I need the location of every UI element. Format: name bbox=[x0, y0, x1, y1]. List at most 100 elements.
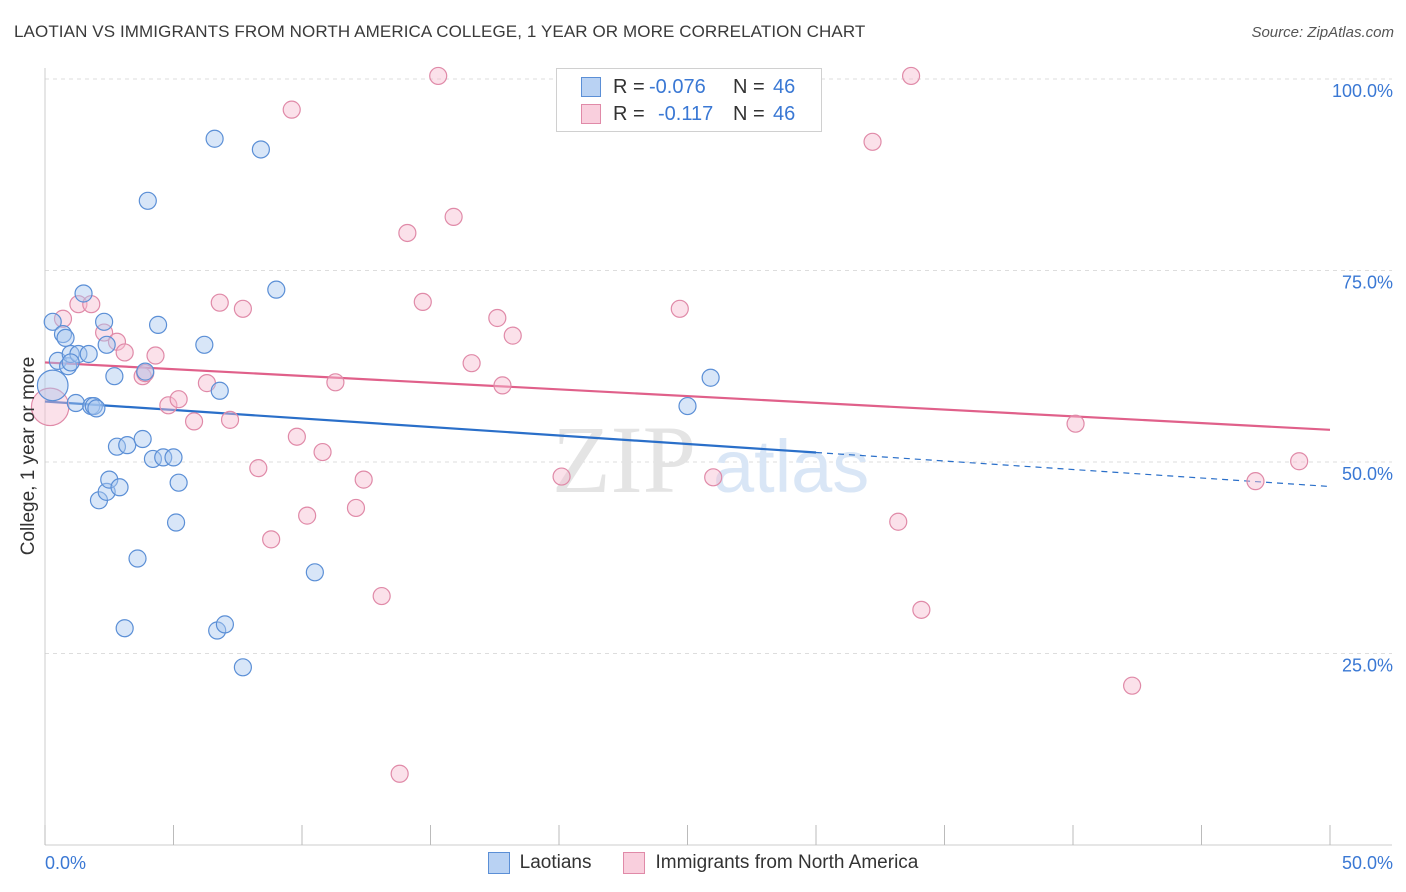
data-point bbox=[701, 368, 720, 387]
data-point bbox=[53, 309, 73, 328]
data-point bbox=[210, 381, 229, 400]
data-point bbox=[305, 563, 324, 582]
data-point bbox=[164, 448, 183, 467]
data-point bbox=[84, 396, 103, 416]
data-point bbox=[413, 292, 432, 312]
data-point bbox=[169, 390, 188, 409]
data-point bbox=[128, 549, 147, 568]
data-point bbox=[215, 615, 234, 634]
series-legend: Laotians Immigrants from North America bbox=[0, 852, 1406, 874]
data-point bbox=[1290, 452, 1309, 471]
data-point bbox=[287, 427, 306, 446]
series-swatch-pink bbox=[623, 852, 646, 874]
series-legend-label: Laotians bbox=[519, 852, 592, 873]
data-point bbox=[136, 362, 155, 381]
data-point bbox=[61, 353, 80, 372]
data-point bbox=[166, 513, 186, 532]
data-point bbox=[267, 280, 286, 299]
source-credit: Source: ZipAtlas.com bbox=[1251, 24, 1394, 41]
data-point bbox=[95, 312, 114, 331]
data-point bbox=[282, 100, 301, 119]
data-point bbox=[1066, 414, 1085, 433]
data-point bbox=[398, 223, 417, 243]
data-point bbox=[210, 293, 229, 312]
data-point bbox=[110, 478, 129, 497]
data-point bbox=[36, 369, 69, 402]
data-point bbox=[133, 429, 152, 449]
data-point bbox=[205, 129, 224, 148]
data-point bbox=[74, 284, 93, 303]
trend-layer bbox=[44, 361, 1331, 488]
series-legend-immigrants: Immigrants from North America bbox=[623, 852, 918, 874]
axis-layer bbox=[44, 68, 1392, 846]
x-tick-label: 50.0% bbox=[1342, 853, 1393, 873]
data-point bbox=[233, 658, 252, 677]
watermark-atlas: atlas bbox=[713, 425, 869, 508]
y-tick-label: 25.0% bbox=[1342, 656, 1393, 676]
watermark-zip: ZIP bbox=[552, 406, 696, 513]
data-point bbox=[56, 328, 75, 348]
data-point bbox=[115, 619, 134, 638]
data-point bbox=[1123, 676, 1142, 695]
y-tick-label: 50.0% bbox=[1342, 464, 1393, 484]
trend-line-dashed bbox=[815, 451, 1331, 488]
watermark: ZIP atlas bbox=[552, 406, 869, 513]
data-point bbox=[154, 448, 173, 467]
y-axis-label: College, 1 year or more bbox=[18, 357, 39, 556]
data-point bbox=[1246, 472, 1265, 491]
data-point bbox=[670, 299, 689, 318]
data-point bbox=[346, 498, 366, 518]
data-point bbox=[444, 207, 463, 226]
data-point bbox=[220, 410, 240, 429]
data-point bbox=[69, 295, 88, 314]
data-point bbox=[233, 299, 252, 318]
trend-line-solid bbox=[44, 400, 817, 454]
data-point bbox=[66, 393, 85, 413]
data-point bbox=[298, 506, 317, 525]
data-point bbox=[372, 586, 391, 606]
data-point bbox=[863, 132, 882, 151]
data-point bbox=[43, 312, 62, 331]
data-point bbox=[912, 600, 931, 619]
legend-swatch-blue bbox=[581, 77, 601, 97]
chart-title: LAOTIAN VS IMMIGRANTS FROM NORTH AMERICA… bbox=[14, 22, 866, 41]
data-point bbox=[901, 66, 921, 86]
legend-r-label: R = bbox=[613, 75, 645, 98]
legend-n-label: N = bbox=[733, 75, 765, 98]
data-point bbox=[313, 442, 332, 462]
data-point bbox=[146, 346, 165, 365]
data-point bbox=[195, 335, 214, 354]
points-immigrants-north-america bbox=[30, 66, 1309, 783]
data-point bbox=[354, 470, 373, 489]
data-point bbox=[493, 376, 512, 395]
legend-n-label: N = bbox=[733, 102, 765, 125]
data-point bbox=[488, 308, 507, 328]
correlation-legend: R = -0.076 N = 46 R = -0.117 N = 46 bbox=[556, 68, 822, 132]
data-point bbox=[115, 343, 134, 362]
data-point bbox=[503, 326, 522, 345]
legend-row-immigrants: R = -0.117 N = 46 bbox=[581, 102, 795, 126]
y-tick-label: 100.0% bbox=[1332, 81, 1393, 101]
series-legend-laotians: Laotians bbox=[487, 852, 592, 874]
data-point bbox=[148, 315, 168, 334]
data-point bbox=[97, 335, 116, 354]
legend-swatch-pink bbox=[581, 104, 601, 124]
legend-row-laotians: R = -0.076 N = 46 bbox=[581, 75, 795, 99]
trend-line-solid bbox=[44, 361, 1331, 431]
series-legend-label: Immigrants from North America bbox=[655, 852, 919, 873]
data-point bbox=[87, 399, 106, 418]
legend-r-label: R = bbox=[613, 102, 645, 125]
data-point bbox=[429, 66, 448, 86]
data-point bbox=[262, 530, 281, 549]
series-swatch-blue bbox=[487, 852, 510, 874]
data-point bbox=[169, 473, 188, 492]
x-tick-label: 0.0% bbox=[45, 853, 86, 873]
data-point bbox=[100, 470, 119, 489]
legend-r-value: -0.117 bbox=[658, 102, 714, 125]
data-point bbox=[552, 467, 571, 486]
data-point bbox=[251, 140, 270, 159]
tick-label-layer: 25.0% 50.0% 75.0% 100.0% 0.0% 50.0% bbox=[45, 81, 1393, 873]
data-point bbox=[159, 396, 178, 415]
grid-layer bbox=[45, 78, 1392, 654]
